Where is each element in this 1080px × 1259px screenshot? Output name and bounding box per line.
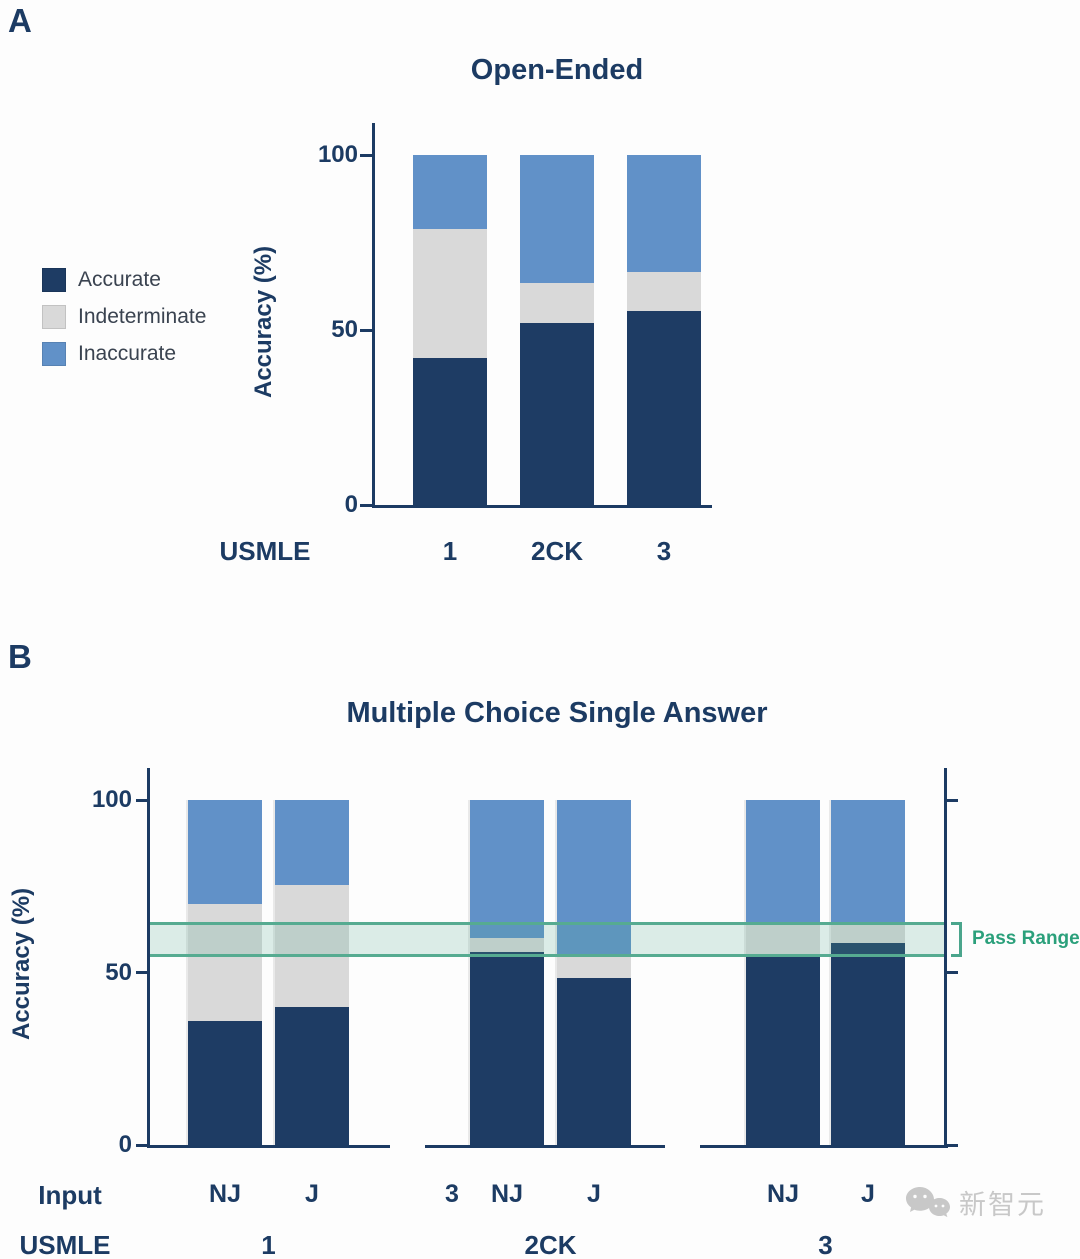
- bar-segment-indeterminate: [188, 903, 262, 1021]
- bar-segment-inaccurate: [557, 800, 631, 956]
- panel-a-letter: A: [8, 2, 32, 39]
- panel-a-title: Open-Ended: [470, 54, 644, 86]
- panel-b-x-axis-segment-2: [425, 1145, 665, 1148]
- legend-item: Inaccurate: [42, 340, 176, 368]
- panel-b-group-label: 2CK: [524, 1230, 577, 1259]
- bar-segment-indeterminate: [746, 924, 820, 956]
- stacked-bar: [557, 800, 631, 1145]
- panel-a-x-axis-title: USMLE: [219, 536, 311, 566]
- stacked-bar: [470, 800, 544, 1145]
- bar-segment-inaccurate: [470, 800, 544, 939]
- legend-item: Accurate: [42, 266, 161, 294]
- panel-b-input-label: J: [305, 1180, 319, 1208]
- panel-a-category-label: 2CK: [530, 536, 583, 566]
- legend-label: Indeterminate: [78, 305, 207, 328]
- bar-segment-accurate: [831, 943, 905, 1145]
- panel-b-input-label: NJ: [491, 1180, 523, 1208]
- panel-a-category-label: 3: [656, 536, 672, 566]
- bar-segment-accurate: [557, 977, 631, 1145]
- right-y-tick-mark: [947, 798, 958, 802]
- y-tick-mark: [136, 798, 147, 802]
- bar-segment-inaccurate: [275, 800, 349, 885]
- bar-segment-accurate: [627, 310, 701, 505]
- bar-segment-accurate: [188, 1020, 262, 1145]
- panel-b-x-axis-segment-3: [700, 1145, 948, 1148]
- stacked-bar: [831, 800, 905, 1145]
- stacked-bar: [188, 800, 262, 1145]
- bar-segment-accurate: [746, 955, 820, 1145]
- stacked-bar: [520, 155, 594, 505]
- y-tick-label: 0: [344, 491, 358, 518]
- y-tick-mark: [360, 153, 372, 157]
- legend-item: Indeterminate: [42, 303, 206, 331]
- stacked-bar: [275, 800, 349, 1145]
- panel-b-group-label: 1: [261, 1230, 276, 1259]
- bar-segment-inaccurate: [831, 800, 905, 923]
- bar-segment-accurate: [413, 358, 487, 505]
- panel-b-title: Multiple Choice Single Answer: [346, 697, 768, 729]
- panel-b-right-y-axis: [944, 768, 947, 1148]
- y-tick-label: 0: [118, 1131, 132, 1158]
- y-tick-mark: [360, 328, 372, 332]
- legend-label: Accurate: [78, 268, 161, 291]
- y-tick-mark: [136, 971, 147, 974]
- panel-b-y-axis: [147, 768, 150, 1148]
- panel-a-category-label: 1: [442, 536, 458, 566]
- panel-a-x-axis: [372, 505, 712, 508]
- panel-a-y-axis: [372, 123, 375, 508]
- watermark: 新智元: [905, 1183, 1046, 1222]
- panel-b-input-label: NJ: [767, 1180, 799, 1208]
- pass-range-bracket: [951, 922, 962, 957]
- bar-segment-accurate: [275, 1007, 349, 1145]
- panel-b-letter: B: [8, 638, 32, 675]
- input-row-stray-label: 3: [445, 1180, 459, 1208]
- bar-segment-indeterminate: [831, 922, 905, 944]
- legend-swatch-inaccurate: [42, 342, 66, 366]
- legend-label: Inaccurate: [78, 342, 177, 365]
- stacked-bar: [627, 155, 701, 505]
- right-y-tick-mark: [947, 1143, 958, 1147]
- stacked-bar: [746, 800, 820, 1145]
- y-tick-mark: [136, 1143, 147, 1147]
- bar-segment-inaccurate: [520, 155, 594, 283]
- bar-segment-inaccurate: [188, 800, 262, 904]
- watermark-text: 新智元: [959, 1190, 1046, 1220]
- y-tick-label: 100: [91, 786, 132, 813]
- bar-segment-indeterminate: [413, 228, 487, 358]
- bar-segment-indeterminate: [275, 884, 349, 1007]
- right-y-tick-mark: [947, 971, 958, 974]
- y-tick-label: 100: [317, 141, 358, 168]
- bar-segment-inaccurate: [746, 800, 820, 925]
- panel-b-input-label: J: [861, 1180, 875, 1208]
- pass-range-band: [150, 922, 944, 957]
- bar-segment-accurate: [470, 951, 544, 1145]
- bar-segment-indeterminate: [520, 282, 594, 323]
- bar-segment-indeterminate: [627, 272, 701, 311]
- panel-b-input-label: J: [587, 1180, 601, 1208]
- bar-segment-accurate: [520, 323, 594, 505]
- panel-b-input-label: NJ: [209, 1180, 241, 1208]
- bar-segment-indeterminate: [557, 955, 631, 978]
- chat-bubbles-icon: [905, 1184, 951, 1222]
- legend-swatch-accurate: [42, 268, 66, 292]
- panel-b-x-axis-segment-1: [147, 1145, 390, 1148]
- bar-segment-indeterminate: [470, 938, 544, 952]
- panel-b-x-axis-title: USMLE: [19, 1230, 111, 1259]
- y-tick-label: 50: [105, 958, 132, 986]
- bar-segment-inaccurate: [627, 155, 701, 273]
- stacked-bar: [413, 155, 487, 505]
- y-tick-label: 50: [331, 316, 358, 343]
- bar-segment-inaccurate: [413, 155, 487, 229]
- panel-b-group-label: 3: [818, 1230, 833, 1259]
- legend-swatch-indeterminate: [42, 305, 66, 329]
- pass-range-label: Pass Range: [972, 928, 1080, 949]
- panel-b-input-row-caption: Input: [38, 1180, 102, 1210]
- y-tick-mark: [360, 503, 372, 507]
